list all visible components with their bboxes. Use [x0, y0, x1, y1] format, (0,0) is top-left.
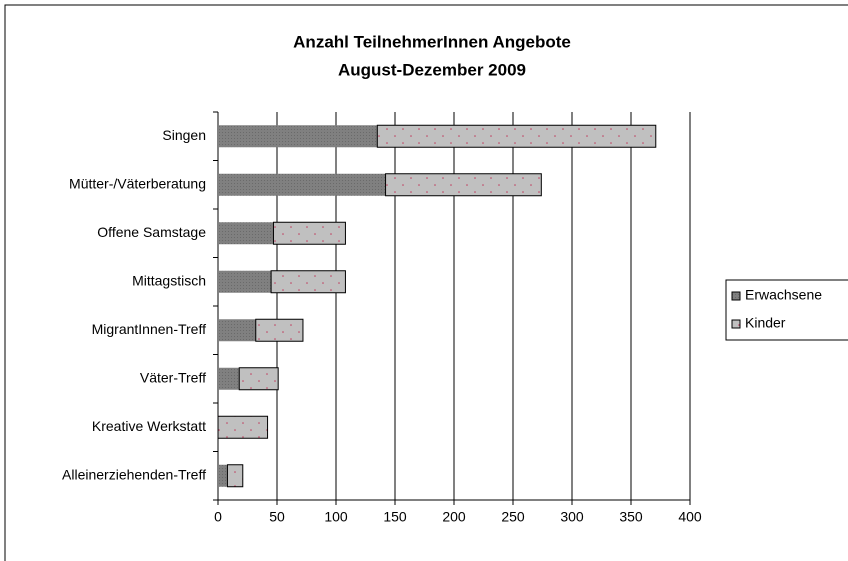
x-tick-label: 400 [678, 509, 702, 525]
bar-segment [218, 222, 274, 245]
legend-label: Kinder [745, 315, 786, 331]
legend-swatch [731, 319, 741, 329]
legend-box [725, 279, 848, 341]
bar-segment [217, 415, 269, 439]
x-tick-label: 250 [501, 509, 525, 525]
y-tick-label: Kreative Werkstatt [92, 418, 206, 434]
y-tick-label: Mütter-/Väterberatung [69, 175, 206, 191]
bar-segment [218, 367, 240, 390]
bar-segment [218, 125, 378, 148]
bar-segment [385, 173, 542, 197]
y-tick-label: Singen [162, 127, 206, 143]
chart-subtitle: August-Dezember 2009 [338, 60, 526, 79]
chart-border [4, 4, 848, 561]
x-tick-label: 50 [269, 509, 285, 525]
x-tick-label: 150 [383, 509, 407, 525]
y-tick-label: Alleinerziehenden-Treff [62, 466, 206, 482]
y-tick-label: Offene Samstage [97, 224, 206, 240]
x-tick-label: 200 [442, 509, 466, 525]
bar-segment [376, 124, 657, 148]
bar-segment [272, 221, 346, 245]
x-tick-label: 350 [619, 509, 643, 525]
chart-title: Anzahl TeilnehmerInnen Angebote [293, 32, 571, 51]
x-tick-label: 300 [560, 509, 584, 525]
bar-segment [218, 319, 256, 342]
bar-segment [218, 270, 272, 293]
y-tick-label: Väter-Treff [140, 369, 206, 385]
legend-label: Erwachsene [745, 287, 822, 303]
x-tick-label: 0 [214, 509, 222, 525]
legend-swatch [731, 291, 741, 301]
x-tick-label: 100 [324, 509, 348, 525]
bar-segment [238, 367, 279, 391]
y-tick-label: Mittagstisch [132, 272, 206, 288]
bar-segment [218, 173, 386, 196]
bar-segment [255, 318, 304, 342]
bar-segment [218, 464, 228, 487]
bar-segment [270, 270, 346, 294]
y-tick-label: MigrantInnen-Treff [92, 321, 206, 337]
bar-segment [226, 464, 244, 488]
